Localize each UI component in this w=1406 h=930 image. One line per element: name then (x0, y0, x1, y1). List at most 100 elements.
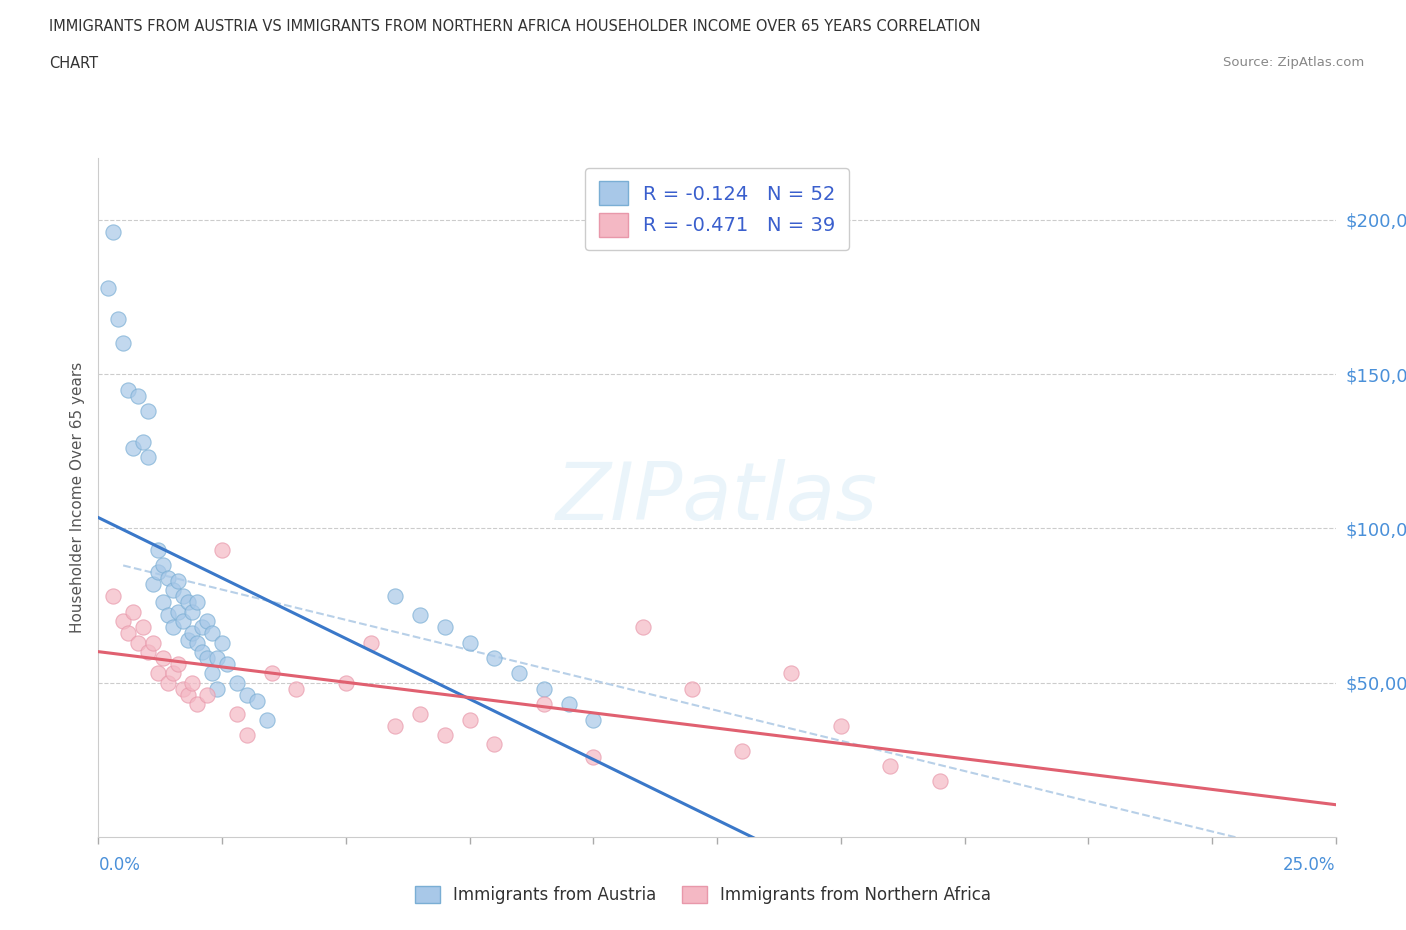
Point (156, 675, 179, 690)
Point (260, 666, 283, 681)
Point (211, 635, 233, 650)
Point (146, 565, 169, 579)
Point (132, 619, 155, 634)
Point (152, 651, 174, 666)
Y-axis label: Householder Income Over 65 years: Householder Income Over 65 years (69, 362, 84, 633)
Legend: R = -0.124   N = 52, R = -0.471   N = 39: R = -0.124 N = 52, R = -0.471 N = 39 (585, 167, 849, 250)
Text: 25.0%: 25.0% (1284, 856, 1336, 873)
Point (186, 595, 208, 610)
Point (533, 697, 555, 711)
Point (226, 706, 249, 721)
Point (136, 450, 159, 465)
Legend: Immigrants from Austria, Immigrants from Northern Africa: Immigrants from Austria, Immigrants from… (406, 878, 1000, 912)
Point (484, 651, 506, 666)
Point (484, 737, 506, 751)
Point (217, 657, 239, 671)
Point (166, 604, 188, 619)
Point (458, 712, 481, 727)
Point (731, 743, 754, 758)
Point (195, 687, 218, 702)
Point (236, 727, 259, 742)
Point (557, 697, 579, 711)
Point (631, 619, 654, 634)
Point (181, 675, 204, 690)
Point (166, 657, 188, 671)
Point (211, 542, 233, 557)
Point (246, 694, 269, 709)
Point (409, 706, 432, 721)
Point (256, 712, 278, 727)
Point (201, 666, 224, 681)
Text: Source: ZipAtlas.com: Source: ZipAtlas.com (1223, 56, 1364, 69)
Point (195, 614, 218, 629)
Point (122, 441, 145, 456)
Point (582, 750, 605, 764)
Point (156, 570, 179, 585)
Text: IMMIGRANTS FROM AUSTRIA VS IMMIGRANTS FROM NORTHERN AFRICA HOUSEHOLDER INCOME OV: IMMIGRANTS FROM AUSTRIA VS IMMIGRANTS FR… (49, 19, 981, 33)
Point (152, 558, 174, 573)
Point (195, 651, 218, 666)
Point (142, 635, 165, 650)
Point (172, 589, 194, 604)
Text: CHART: CHART (49, 56, 98, 71)
Point (681, 682, 703, 697)
Point (780, 666, 803, 681)
Point (176, 687, 198, 702)
Point (186, 697, 208, 711)
Point (582, 712, 605, 727)
Point (146, 542, 169, 557)
Point (172, 614, 194, 629)
Point (433, 727, 456, 742)
Point (162, 583, 184, 598)
Point (112, 614, 135, 629)
Point (830, 719, 852, 734)
Point (117, 382, 139, 397)
Point (360, 635, 382, 650)
Text: ZIPatlas: ZIPatlas (555, 458, 879, 537)
Point (166, 574, 188, 589)
Point (172, 682, 194, 697)
Point (191, 644, 214, 659)
Point (879, 759, 901, 774)
Point (132, 434, 155, 449)
Point (142, 577, 165, 591)
Point (191, 619, 214, 634)
Point (127, 389, 149, 404)
Point (226, 675, 249, 690)
Point (335, 675, 357, 690)
Point (533, 682, 555, 697)
Point (127, 635, 149, 650)
Text: 0.0%: 0.0% (98, 856, 141, 873)
Point (162, 666, 184, 681)
Point (236, 687, 259, 702)
Point (152, 595, 174, 610)
Point (162, 619, 184, 634)
Point (409, 607, 432, 622)
Point (186, 635, 208, 650)
Point (384, 719, 406, 734)
Point (146, 666, 169, 681)
Point (201, 626, 224, 641)
Point (103, 225, 125, 240)
Point (508, 666, 530, 681)
Point (136, 404, 159, 418)
Point (103, 589, 125, 604)
Point (384, 589, 406, 604)
Point (112, 336, 135, 351)
Point (156, 607, 179, 622)
Point (181, 604, 204, 619)
Point (176, 632, 198, 647)
Point (97, 280, 120, 295)
Point (117, 626, 139, 641)
Point (181, 626, 204, 641)
Point (433, 619, 456, 634)
Point (136, 644, 159, 659)
Point (458, 635, 481, 650)
Point (205, 682, 228, 697)
Point (205, 651, 228, 666)
Point (928, 774, 950, 789)
Point (285, 682, 308, 697)
Point (122, 604, 145, 619)
Point (107, 312, 129, 326)
Point (176, 595, 198, 610)
